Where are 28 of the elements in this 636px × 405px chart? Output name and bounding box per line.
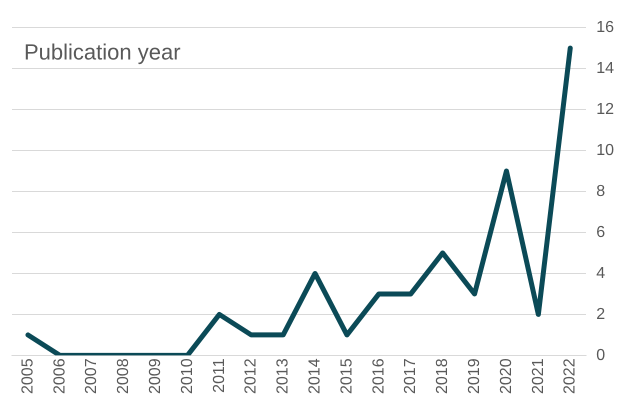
y-tick-label: 8: [596, 182, 606, 200]
x-tick-label: 2015: [338, 358, 356, 394]
x-tick-label: 2022: [562, 358, 579, 394]
x-tick-label: 2007: [83, 358, 100, 394]
x-tick-label: 2016: [370, 358, 388, 394]
x-tick-label: 2010: [178, 358, 196, 394]
y-tick-label: 6: [596, 224, 606, 241]
y-tick-label: 10: [596, 142, 614, 159]
x-tick-label: 2009: [146, 358, 164, 394]
x-tick-label: 2013: [274, 358, 292, 394]
y-tick-label: 4: [596, 264, 606, 282]
y-tick-label: 12: [596, 100, 614, 118]
y-tick-label: 16: [596, 19, 614, 36]
x-tick-label: 2014: [306, 358, 324, 394]
x-tick-label: 2021: [530, 358, 547, 394]
y-tick-label: 0: [596, 346, 606, 364]
x-tick-label: 2017: [402, 358, 420, 394]
x-tick-label: 2006: [51, 358, 68, 394]
x-tick-label: 2020: [498, 358, 515, 394]
x-tick-label: 2012: [242, 358, 260, 394]
y-tick-label: 2: [596, 306, 606, 323]
x-tick-label: 2005: [19, 358, 36, 394]
y-tick-label: 14: [596, 60, 614, 77]
x-tick-label: 2019: [466, 358, 483, 394]
x-tick-label: 2011: [210, 358, 228, 393]
text: Publication year: [24, 40, 181, 65]
x-tick-label: 2008: [115, 358, 132, 394]
x-tick-label: 2018: [434, 358, 452, 394]
